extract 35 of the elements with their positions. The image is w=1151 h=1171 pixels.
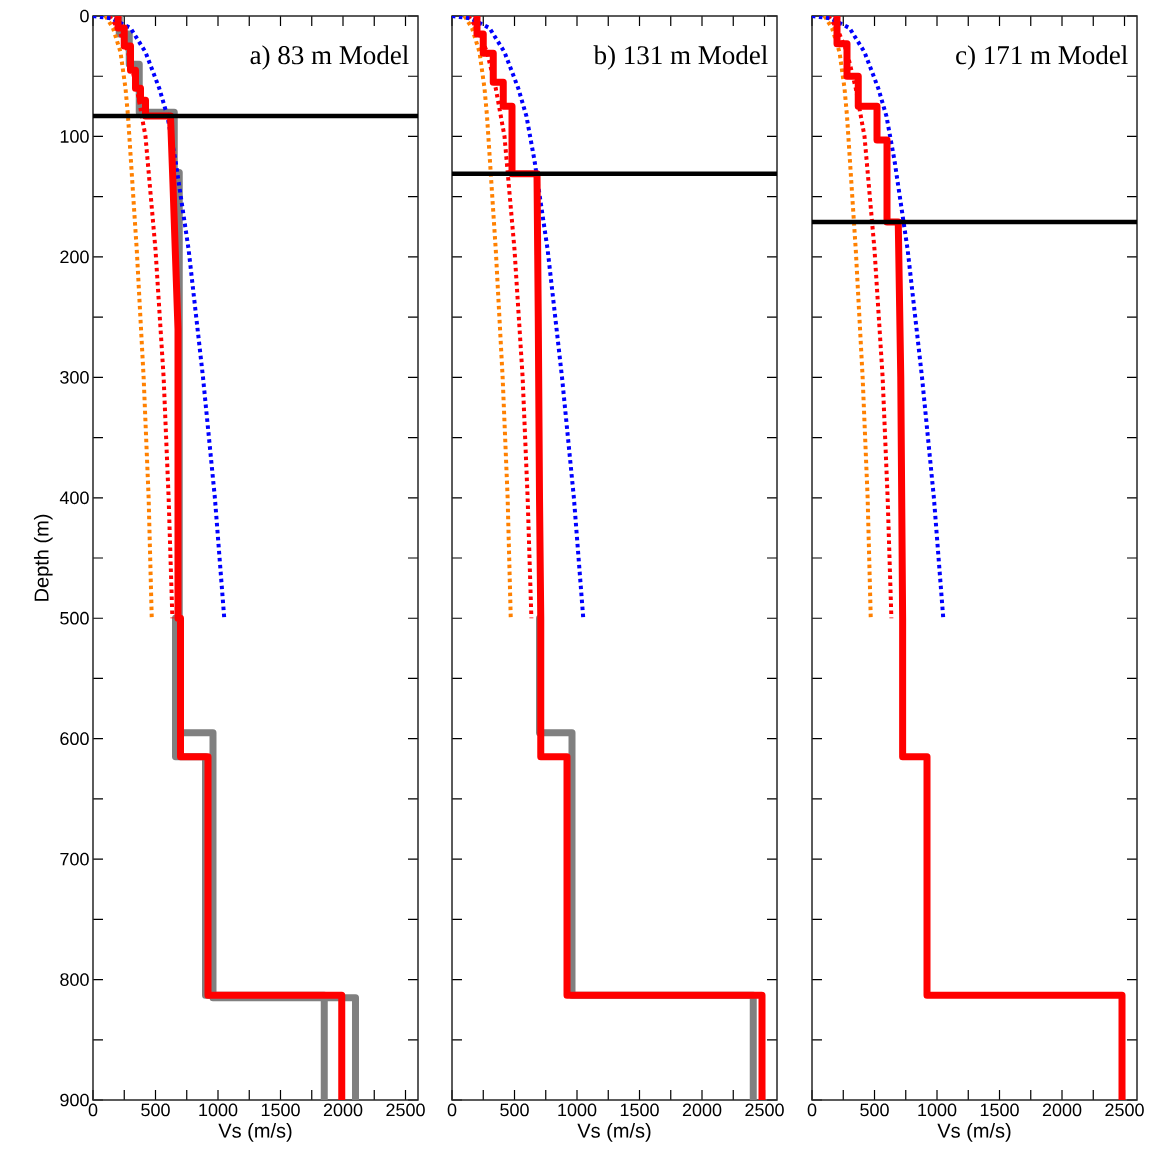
text: b) 131 m Model — [593, 45, 768, 70]
x-axis-title: Vs (m/s) — [937, 1123, 1011, 1142]
y-tick-label: 300 — [60, 370, 89, 384]
x-tick-label: 500 — [141, 1103, 170, 1117]
y-tick-label: 400 — [59, 491, 89, 505]
y-tick-label: 600 — [60, 732, 89, 746]
x-tick-label: 500 — [500, 1103, 529, 1117]
y-tick-label: 900 — [60, 1093, 89, 1107]
x-tick-label: 0 — [88, 1103, 98, 1117]
y-tick-label: 0 — [80, 9, 89, 23]
x-tick-label: 0 — [447, 1103, 457, 1117]
x-axis-title: Vs (m/s) — [577, 1123, 651, 1142]
y-tick-label: 700 — [60, 852, 89, 866]
y-tick-label: 800 — [60, 973, 89, 986]
x-tick-label: 0 — [807, 1103, 817, 1117]
x-tick-label: 2500 — [1105, 1103, 1144, 1117]
x-tick-label: 2000 — [1042, 1103, 1082, 1117]
x-tick-label: 1000 — [558, 1103, 597, 1117]
x-tick-label: 2500 — [386, 1103, 425, 1117]
x-tick-label: 2000 — [323, 1103, 363, 1117]
x-tick-label: 1500 — [261, 1103, 300, 1117]
y-tick-label: 500 — [60, 611, 89, 625]
x-tick-label: 2500 — [745, 1103, 784, 1117]
y-tick-label: 200 — [60, 250, 89, 264]
text: c) 171 m Model — [956, 45, 1128, 70]
x-tick-label: 1000 — [918, 1103, 957, 1117]
x-tick-label: 1000 — [199, 1103, 238, 1117]
x-axis-title: Vs (m/s) — [218, 1123, 292, 1142]
x-tick-label: 500 — [860, 1103, 889, 1117]
text: a) 83 m Model — [250, 45, 409, 70]
y-axis-title: Depth (m) — [33, 514, 53, 601]
x-tick-label: 1500 — [980, 1103, 1019, 1117]
y-tick-label: 100 — [60, 130, 89, 143]
x-tick-label: 2000 — [682, 1103, 722, 1117]
x-tick-label: 1500 — [620, 1103, 659, 1117]
